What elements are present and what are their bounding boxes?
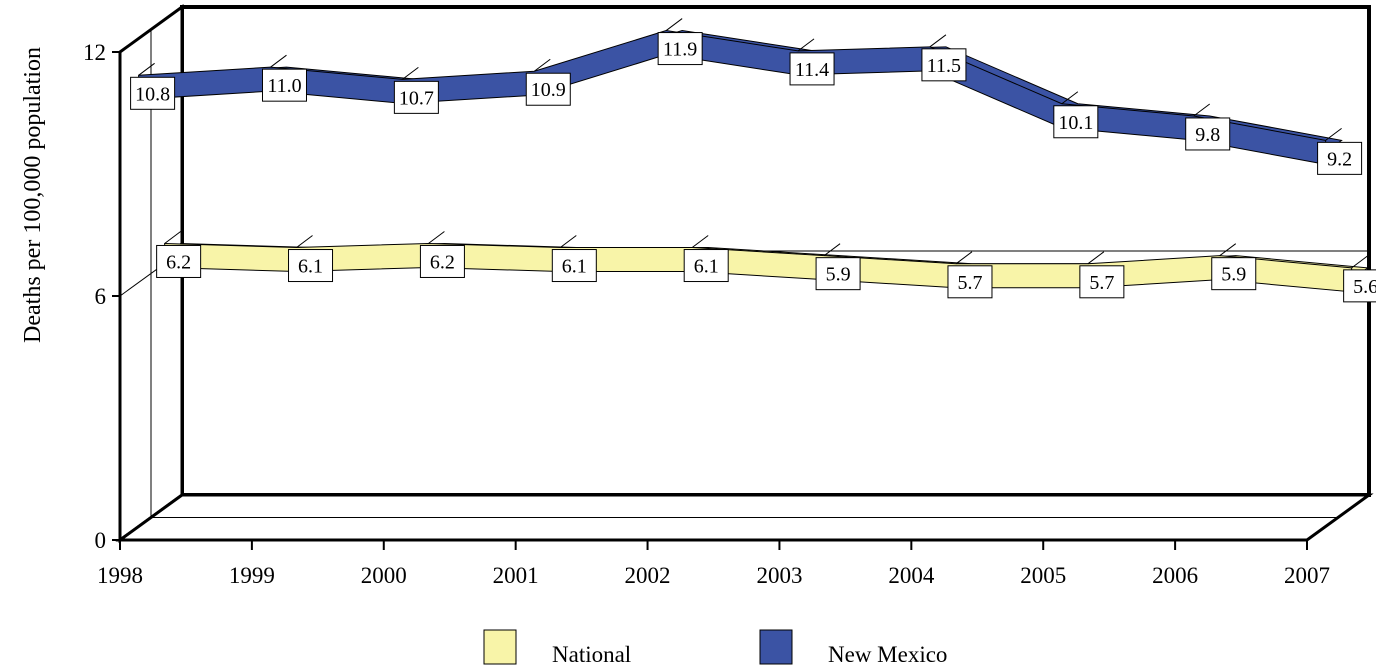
data-point <box>955 251 973 265</box>
x-tick-label: 2005 <box>1020 563 1066 588</box>
legend-label: National <box>552 642 631 667</box>
data-label: 6.1 <box>562 256 587 278</box>
data-point <box>1325 127 1342 141</box>
data-label-box <box>393 80 439 114</box>
legend-swatch <box>759 629 793 665</box>
data-label-box <box>156 244 202 278</box>
data-label: 5.7 <box>957 272 982 294</box>
data-label: 6.2 <box>166 251 191 273</box>
data-point <box>797 38 815 52</box>
data-label: 10.1 <box>1058 112 1093 134</box>
data-label: 6.1 <box>298 256 323 278</box>
data-label: 5.9 <box>1221 264 1246 286</box>
data-label: 5.9 <box>826 264 851 286</box>
data-point <box>1087 251 1105 265</box>
data-label-box <box>1079 265 1125 299</box>
data-label: 9.2 <box>1327 148 1352 170</box>
data-label: 11.9 <box>663 39 697 61</box>
data-point <box>1351 255 1368 269</box>
x-tick-label: 1999 <box>229 563 275 588</box>
axes: 0 6 12 1998 1999 2000 2001 2002 2003 2004 2005 2006… <box>83 40 1330 588</box>
x-tick-label: 2002 <box>625 563 671 588</box>
data-label: 10.7 <box>399 87 434 109</box>
legend-item-new-mexico: New Mexico <box>759 629 947 667</box>
data-label-box <box>1185 117 1231 151</box>
data-point <box>665 18 683 31</box>
legend: National New Mexico <box>483 629 947 667</box>
data-label: 11.0 <box>267 75 301 97</box>
data-point <box>691 235 709 248</box>
legend-item-national: National <box>483 629 631 667</box>
data-point <box>1061 91 1079 105</box>
data-label-box <box>1053 105 1099 139</box>
y-tick-label: 0 <box>95 528 107 553</box>
data-point <box>164 231 181 244</box>
data-label: 5.7 <box>1089 272 1114 294</box>
data-label-box <box>551 249 597 283</box>
data-label-box <box>1211 257 1257 291</box>
y-tick-label: 6 <box>95 284 107 309</box>
x-tick-label: 2001 <box>493 563 539 588</box>
data-point <box>560 235 577 248</box>
data-label-box <box>657 32 703 66</box>
data-point <box>138 62 155 76</box>
data-label-box <box>130 76 176 110</box>
data-point <box>929 34 947 48</box>
data-point <box>823 243 841 257</box>
data-label: 6.2 <box>430 251 455 273</box>
data-labels: 10.8 11.0 10.7 10.9 11.9 11.4 11.5 10.1 9.8 9.2 6.… <box>130 32 1376 303</box>
data-label-box <box>1343 269 1376 303</box>
data-label: 9.8 <box>1195 124 1220 146</box>
x-tick-label: 2003 <box>756 563 802 588</box>
data-point <box>402 66 419 80</box>
x-tick-label: 2006 <box>1152 563 1198 588</box>
data-label-box <box>921 48 967 82</box>
legend-swatch <box>483 629 517 665</box>
data-label: 10.8 <box>135 83 170 105</box>
data-label-box <box>789 52 835 86</box>
y-tick-label: 12 <box>83 40 106 65</box>
data-point <box>428 231 445 244</box>
data-label-box <box>419 244 465 278</box>
data-label-box <box>261 68 307 102</box>
x-tick-label: 2004 <box>888 563 935 588</box>
data-label: 5.6 <box>1353 276 1376 298</box>
data-point <box>533 58 551 72</box>
x-tick-label: 2007 <box>1284 563 1330 588</box>
data-label: 11.4 <box>795 59 829 81</box>
legend-label: New Mexico <box>828 642 947 667</box>
data-label-box <box>1317 141 1363 175</box>
x-tick-label: 2000 <box>361 563 407 588</box>
data-point <box>1193 103 1211 117</box>
data-label: 6.1 <box>694 256 719 278</box>
data-label-box <box>288 249 334 283</box>
data-label-box <box>947 265 993 299</box>
y-axis-label: Deaths per 100,000 population <box>20 47 46 343</box>
data-label: 11.5 <box>927 55 961 77</box>
data-label-box <box>525 72 571 106</box>
x-tick-label: 1998 <box>97 563 143 588</box>
data-label: 10.9 <box>531 79 566 101</box>
data-label-box <box>815 257 861 291</box>
data-label-box <box>683 249 729 283</box>
data-point <box>270 54 287 68</box>
data-point <box>1219 243 1237 257</box>
data-point <box>296 235 313 248</box>
